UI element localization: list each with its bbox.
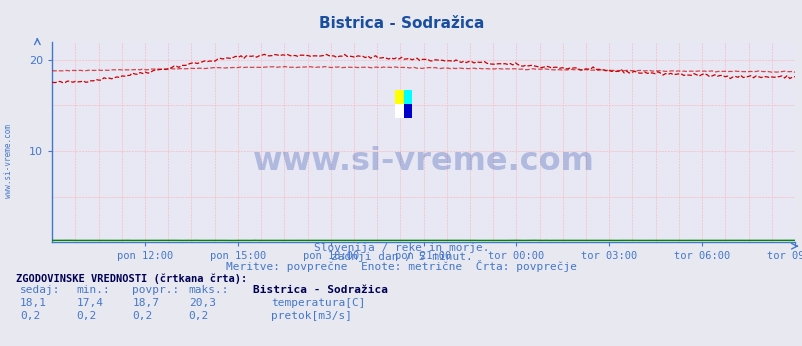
Text: min.:: min.: [76,285,110,295]
Bar [395,104,403,118]
Text: zadnji dan / 5 minut.: zadnji dan / 5 minut. [330,252,472,262]
Bar [395,90,403,104]
Text: sedaj:: sedaj: [20,285,60,295]
Text: 17,4: 17,4 [76,298,103,308]
Text: 0,2: 0,2 [188,311,209,321]
Text: 0,2: 0,2 [20,311,40,321]
Text: Bistrica - Sodražica: Bistrica - Sodražica [318,16,484,30]
Text: pretok[m3/s]: pretok[m3/s] [271,311,352,321]
Bar [403,90,411,104]
Text: Bistrica - Sodražica: Bistrica - Sodražica [253,285,387,295]
Text: Meritve: povprečne  Enote: metrične  Črta: povprečje: Meritve: povprečne Enote: metrične Črta:… [225,260,577,272]
Text: www.si-vreme.com: www.si-vreme.com [3,124,13,198]
Text: temperatura[C]: temperatura[C] [271,298,366,308]
Text: www.si-vreme.com: www.si-vreme.com [253,146,593,177]
Bar [403,104,411,118]
Text: 18,1: 18,1 [20,298,47,308]
Text: 0,2: 0,2 [76,311,96,321]
Text: 18,7: 18,7 [132,298,160,308]
Text: 0,2: 0,2 [132,311,152,321]
Text: povpr.:: povpr.: [132,285,180,295]
Text: ZGODOVINSKE VREDNOSTI (črtkana črta):: ZGODOVINSKE VREDNOSTI (črtkana črta): [16,273,247,284]
Text: maks.:: maks.: [188,285,229,295]
Text: Slovenija / reke in morje.: Slovenija / reke in morje. [314,243,488,253]
Text: 20,3: 20,3 [188,298,216,308]
